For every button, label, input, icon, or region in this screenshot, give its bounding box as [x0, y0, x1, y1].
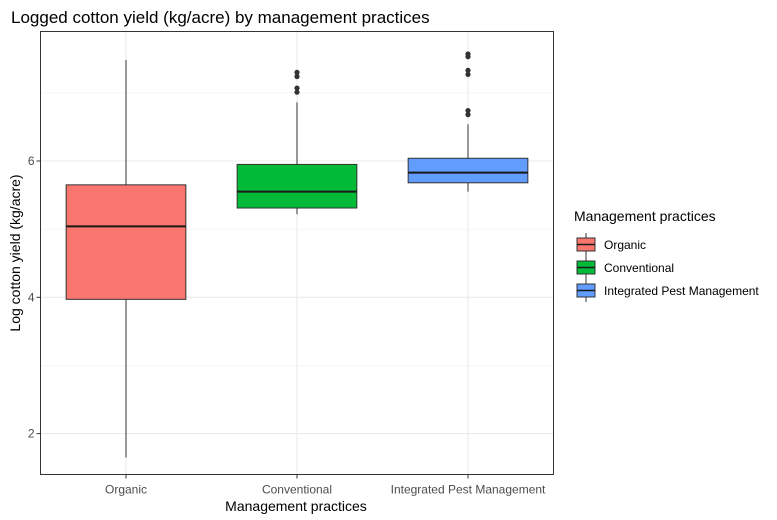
legend-item: Integrated Pest Management [576, 279, 759, 302]
x-axis: Organic Conventional Integrated Pest Manag… [105, 474, 546, 497]
legend-items: Organic Conventional Integrated Pest Manag… [576, 233, 759, 302]
box-organic [65, 60, 187, 458]
outlier-point [465, 51, 471, 57]
y-tick-label: 2 [28, 427, 35, 441]
outlier-point [294, 89, 300, 95]
outlier-point [294, 85, 300, 91]
y-tick-label: 4 [28, 290, 35, 304]
y-tick-label: 6 [28, 154, 35, 168]
box-body [65, 184, 187, 300]
legend-label: Organic [604, 238, 646, 252]
x-tick-label: Organic [105, 483, 147, 497]
legend-title: Management practices [574, 208, 716, 224]
outlier-point [294, 73, 300, 80]
legend: Management practices Organic Conventional… [574, 208, 759, 302]
box-body [236, 163, 358, 209]
box-conventional [236, 69, 358, 215]
x-tick-label: Conventional [262, 483, 332, 497]
legend-label: Conventional [604, 261, 674, 275]
outlier-point [465, 107, 471, 114]
legend-label: Integrated Pest Management [604, 284, 759, 298]
box-integrated-pest-management [407, 51, 529, 192]
x-tick-label: Integrated Pest Management [391, 483, 546, 497]
outlier-point [465, 71, 471, 78]
outlier-point [294, 69, 300, 75]
outlier-point [465, 112, 471, 118]
chart-title: Logged cotton yield (kg/acre) by managem… [11, 8, 430, 27]
boxes [65, 51, 529, 458]
outlier-point [465, 67, 471, 73]
legend-item: Conventional [576, 256, 674, 279]
y-axis: 2 4 6 [28, 154, 41, 441]
box-body [407, 157, 529, 184]
y-axis-title: Log cotton yield (kg/acre) [7, 174, 23, 331]
legend-item: Organic [576, 233, 646, 256]
x-axis-title: Management practices [225, 498, 367, 514]
plot-area [40, 31, 554, 475]
